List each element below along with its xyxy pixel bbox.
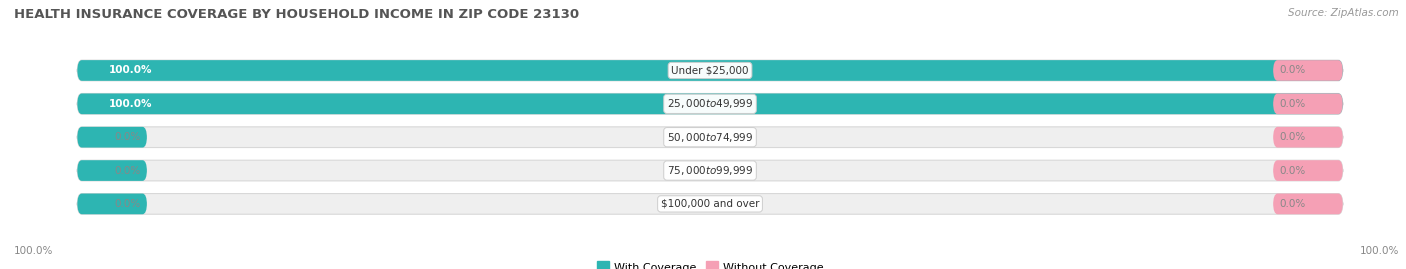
- FancyBboxPatch shape: [1274, 60, 1343, 81]
- Text: $75,000 to $99,999: $75,000 to $99,999: [666, 164, 754, 177]
- FancyBboxPatch shape: [1274, 94, 1343, 114]
- FancyBboxPatch shape: [77, 94, 1343, 114]
- Text: 0.0%: 0.0%: [1279, 165, 1306, 176]
- Text: 0.0%: 0.0%: [1279, 132, 1306, 142]
- FancyBboxPatch shape: [77, 60, 1343, 81]
- FancyBboxPatch shape: [1274, 194, 1343, 214]
- Text: 0.0%: 0.0%: [1279, 199, 1306, 209]
- FancyBboxPatch shape: [77, 127, 148, 147]
- FancyBboxPatch shape: [77, 127, 1343, 147]
- Text: HEALTH INSURANCE COVERAGE BY HOUSEHOLD INCOME IN ZIP CODE 23130: HEALTH INSURANCE COVERAGE BY HOUSEHOLD I…: [14, 8, 579, 21]
- Text: 100.0%: 100.0%: [110, 65, 152, 76]
- FancyBboxPatch shape: [77, 194, 148, 214]
- FancyBboxPatch shape: [77, 160, 1343, 181]
- Text: 100.0%: 100.0%: [1360, 246, 1399, 256]
- FancyBboxPatch shape: [1274, 127, 1343, 147]
- FancyBboxPatch shape: [1274, 160, 1343, 181]
- Text: 0.0%: 0.0%: [114, 199, 141, 209]
- Text: 0.0%: 0.0%: [1279, 65, 1306, 76]
- FancyBboxPatch shape: [77, 94, 1343, 114]
- Text: Source: ZipAtlas.com: Source: ZipAtlas.com: [1288, 8, 1399, 18]
- Text: $25,000 to $49,999: $25,000 to $49,999: [666, 97, 754, 110]
- Text: Under $25,000: Under $25,000: [671, 65, 749, 76]
- Text: 100.0%: 100.0%: [14, 246, 53, 256]
- FancyBboxPatch shape: [77, 194, 1343, 214]
- Text: 0.0%: 0.0%: [114, 165, 141, 176]
- Text: $50,000 to $74,999: $50,000 to $74,999: [666, 131, 754, 144]
- Text: 0.0%: 0.0%: [114, 132, 141, 142]
- Text: 100.0%: 100.0%: [110, 99, 152, 109]
- FancyBboxPatch shape: [77, 160, 148, 181]
- Text: 0.0%: 0.0%: [1279, 99, 1306, 109]
- Text: $100,000 and over: $100,000 and over: [661, 199, 759, 209]
- FancyBboxPatch shape: [77, 60, 1343, 81]
- Legend: With Coverage, Without Coverage: With Coverage, Without Coverage: [596, 263, 824, 269]
